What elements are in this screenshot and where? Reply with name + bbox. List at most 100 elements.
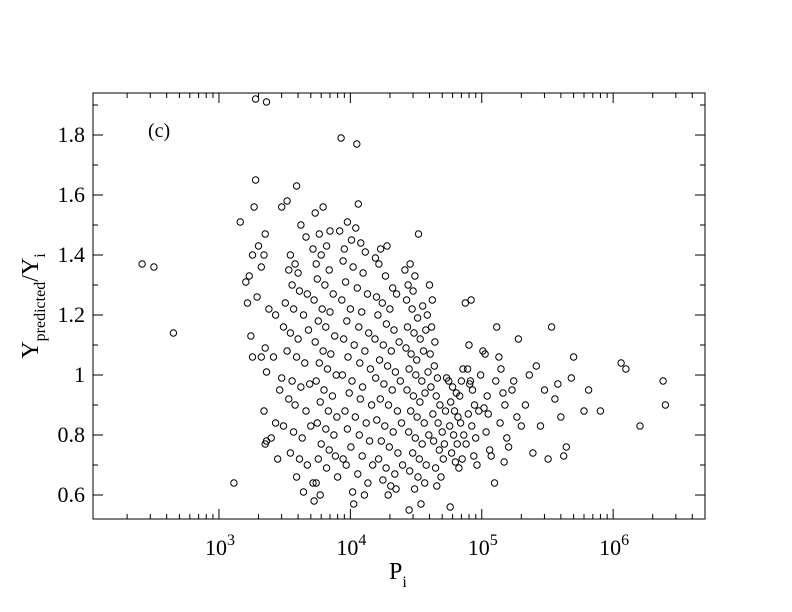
data-point-328 bbox=[514, 335, 523, 343]
y-axis-title-sep: /Y bbox=[18, 258, 44, 282]
data-point-348 bbox=[617, 359, 625, 367]
data-point-64 bbox=[292, 473, 301, 481]
data-point-34 bbox=[291, 260, 299, 268]
data-point-119 bbox=[352, 224, 360, 232]
data-point-139 bbox=[344, 353, 352, 361]
data-point-180 bbox=[395, 338, 403, 346]
data-point-145 bbox=[345, 389, 353, 397]
data-point-257 bbox=[432, 392, 440, 400]
data-point-116 bbox=[354, 200, 362, 208]
data-point-69 bbox=[276, 386, 284, 394]
data-point-283 bbox=[446, 503, 454, 511]
data-point-269 bbox=[441, 407, 450, 415]
data-point-339 bbox=[554, 380, 562, 388]
data-point-310 bbox=[484, 410, 492, 418]
data-point-280 bbox=[447, 449, 456, 457]
data-point-172 bbox=[386, 305, 394, 313]
data-point-56 bbox=[302, 407, 310, 415]
data-point-75 bbox=[322, 242, 331, 250]
data-point-20 bbox=[257, 353, 265, 361]
x-tick-exp-3: 6 bbox=[621, 532, 629, 549]
data-point-252 bbox=[431, 338, 439, 346]
data-point-188 bbox=[376, 395, 384, 403]
data-point-41 bbox=[289, 305, 298, 313]
data-point-57 bbox=[279, 422, 288, 430]
data-point-168 bbox=[381, 272, 390, 280]
data-point-147 bbox=[367, 401, 376, 409]
data-point-44 bbox=[286, 329, 295, 337]
data-point-7 bbox=[250, 203, 258, 211]
data-point-351 bbox=[659, 377, 667, 385]
data-point-38 bbox=[295, 287, 304, 295]
data-point-251 bbox=[427, 323, 436, 331]
data-point-342 bbox=[562, 443, 570, 451]
data-point-221 bbox=[407, 350, 415, 358]
data-point-315 bbox=[493, 323, 501, 331]
data-point-259 bbox=[429, 410, 437, 418]
y-tick-label-2: 1 bbox=[74, 362, 85, 387]
data-point-263 bbox=[435, 446, 443, 454]
data-point-93 bbox=[315, 359, 323, 367]
data-point-140 bbox=[356, 359, 364, 367]
data-point-30 bbox=[292, 182, 301, 190]
data-point-196 bbox=[385, 443, 393, 451]
data-point-332 bbox=[529, 449, 537, 457]
data-point-161 bbox=[350, 500, 358, 508]
data-point-293 bbox=[463, 365, 472, 373]
data-point-291 bbox=[467, 296, 475, 304]
data-point-59 bbox=[298, 434, 306, 442]
data-point-191 bbox=[373, 416, 381, 424]
data-point-181 bbox=[375, 356, 384, 364]
data-point-100 bbox=[324, 407, 333, 415]
data-point-79 bbox=[312, 260, 320, 268]
data-point-13 bbox=[245, 272, 253, 280]
data-point-313 bbox=[487, 452, 495, 460]
data-point-45 bbox=[294, 335, 302, 343]
data-point-344 bbox=[569, 353, 578, 361]
data-point-115 bbox=[353, 140, 361, 148]
data-point-130 bbox=[338, 296, 346, 304]
data-point-1 bbox=[150, 263, 158, 271]
data-point-76 bbox=[326, 227, 334, 235]
data-point-26 bbox=[261, 440, 269, 448]
data-point-336 bbox=[544, 455, 552, 463]
data-point-122 bbox=[357, 239, 365, 247]
x-tick-base-0: 10 bbox=[205, 535, 227, 560]
data-point-27 bbox=[267, 434, 275, 442]
data-point-234 bbox=[420, 419, 428, 427]
data-point-281 bbox=[451, 458, 460, 466]
data-point-193 bbox=[389, 428, 397, 436]
data-point-12 bbox=[248, 251, 257, 259]
y-axis-title-sub2: i bbox=[32, 253, 49, 258]
data-point-277 bbox=[446, 422, 454, 430]
data-point-3 bbox=[230, 479, 238, 487]
data-point-262 bbox=[429, 437, 438, 445]
data-point-211 bbox=[414, 230, 423, 238]
data-point-333 bbox=[532, 362, 540, 370]
y-tick-label-4: 1.4 bbox=[58, 242, 86, 267]
data-point-182 bbox=[383, 362, 392, 370]
data-point-129 bbox=[363, 290, 372, 298]
data-point-18 bbox=[265, 305, 273, 313]
data-point-46 bbox=[304, 326, 313, 334]
data-point-63 bbox=[303, 461, 311, 469]
y-axis-title-sub1: predicted bbox=[32, 282, 49, 342]
data-point-127 bbox=[341, 278, 350, 286]
x-tick-base-3: 10 bbox=[599, 535, 621, 560]
data-point-297 bbox=[464, 410, 472, 418]
data-point-70 bbox=[269, 353, 278, 361]
data-point-284 bbox=[456, 392, 464, 400]
data-point-132 bbox=[358, 308, 366, 316]
data-point-216 bbox=[403, 323, 412, 331]
data-point-52 bbox=[297, 383, 305, 391]
data-point-301 bbox=[470, 452, 478, 460]
data-point-138 bbox=[361, 347, 369, 355]
data-point-199 bbox=[382, 464, 390, 472]
x-tick-exp-2: 5 bbox=[490, 532, 498, 549]
x-axis-title: Pi bbox=[389, 559, 407, 591]
data-point-111 bbox=[310, 497, 318, 505]
data-point-164 bbox=[371, 254, 380, 262]
data-point-21 bbox=[248, 353, 257, 361]
data-point-217 bbox=[410, 329, 418, 337]
data-point-236 bbox=[411, 434, 419, 442]
